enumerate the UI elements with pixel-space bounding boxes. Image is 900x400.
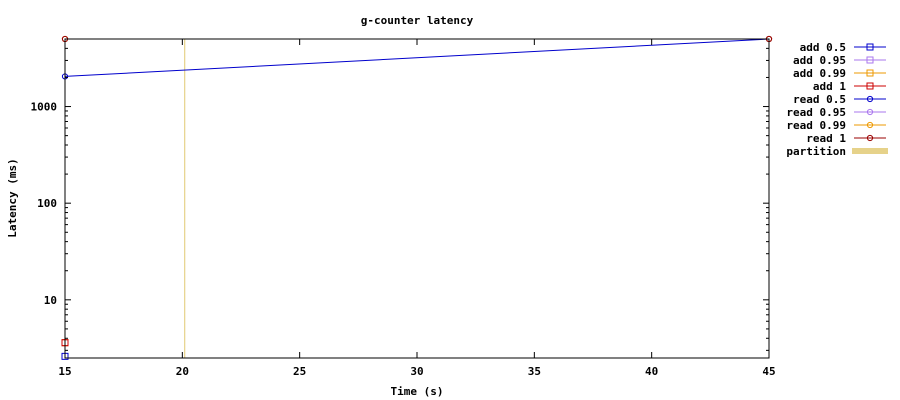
x-tick-label: 45 — [762, 365, 775, 378]
legend-item: read 1 — [806, 132, 886, 145]
axis-ticks: 15 20 25 30 35 40 45 10 100 1000 — [31, 38, 776, 378]
y-tick-label: 1000 — [31, 101, 58, 114]
legend-label: read 1 — [806, 132, 846, 145]
legend-swatch-marker — [866, 95, 874, 103]
legend-item: add 0.95 — [793, 54, 886, 67]
y-tick-label: 100 — [37, 197, 57, 210]
x-tick-label: 35 — [528, 365, 541, 378]
x-tick-label: 25 — [293, 365, 306, 378]
legend-item: read 0.5 — [793, 93, 886, 106]
legend-item: add 0.99 — [793, 67, 886, 80]
x-tick-label: 40 — [645, 365, 658, 378]
legend-label: read 0.95 — [786, 106, 846, 119]
y-axis-label: Latency (ms) — [6, 158, 19, 237]
legend-swatch-marker — [866, 121, 874, 129]
y-tick-label: 10 — [44, 294, 57, 307]
legend-label: partition — [786, 145, 846, 158]
legend-item: add 0.5 — [800, 41, 886, 54]
legend-item: read 0.99 — [786, 119, 886, 132]
legend-swatch-marker — [866, 108, 874, 116]
x-tick-label: 20 — [176, 365, 189, 378]
legend-item: read 0.95 — [786, 106, 886, 119]
legend-label: add 0.5 — [800, 41, 846, 54]
chart-title: g-counter latency — [361, 14, 474, 27]
legend-swatch-marker — [866, 82, 874, 90]
legend-label: read 0.99 — [786, 119, 846, 132]
legend-label: add 0.99 — [793, 67, 846, 80]
legend-label: add 1 — [813, 80, 846, 93]
legend-swatch-band — [852, 148, 888, 154]
legend-swatch-marker — [866, 134, 874, 142]
legend-swatch-marker — [866, 69, 874, 77]
x-axis-label: Time (s) — [391, 385, 444, 398]
partition-band — [184, 39, 186, 358]
legend-swatch-marker — [866, 56, 874, 64]
x-tick-label: 30 — [410, 365, 423, 378]
series-line — [64, 38, 770, 77]
legend-swatch-marker — [866, 43, 874, 51]
legend-label: read 0.5 — [793, 93, 846, 106]
legend-item-partition: partition — [786, 145, 888, 158]
legend-item: add 1 — [813, 80, 886, 93]
x-tick-label: 15 — [58, 365, 71, 378]
legend-label: add 0.95 — [793, 54, 846, 67]
